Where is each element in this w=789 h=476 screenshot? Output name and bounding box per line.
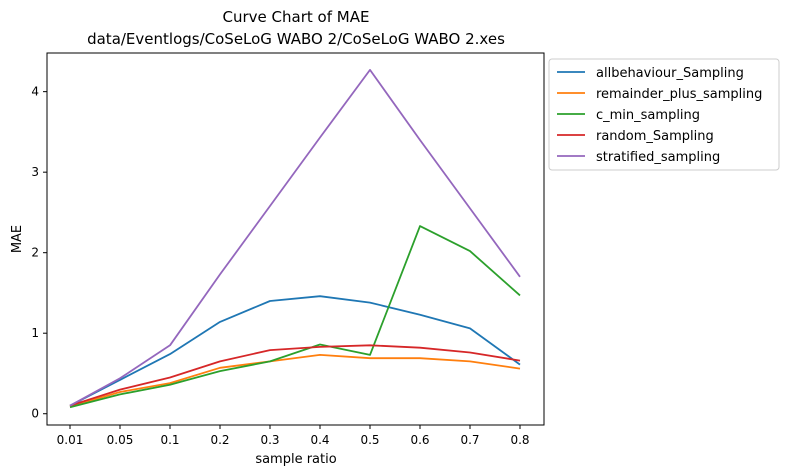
x-tick-label: 0.1 [160, 433, 179, 447]
y-axis-label: MAE [10, 225, 25, 253]
y-tick-label: 1 [31, 326, 39, 340]
y-tick-label: 4 [31, 85, 39, 99]
legend-box [548, 58, 780, 171]
plot-area [46, 52, 545, 426]
x-tick-label: 0.8 [510, 433, 529, 447]
x-tick-label: 0.05 [107, 433, 134, 447]
chart-title: Curve Chart of MAE [223, 8, 370, 26]
y-tick-label: 0 [31, 407, 39, 421]
series-lines [69, 69, 521, 409]
legend: allbehaviour_Sampling remainder_plus_samp… [548, 58, 780, 171]
chart-subtitle: data/Eventlogs/CoSeLoG WABO 2/CoSeLoG WA… [87, 30, 505, 48]
series-line-remainder-plus-sampling [69, 353, 521, 408]
x-tick-label: 0.6 [410, 433, 429, 447]
legend-entry-label: stratified_sampling [596, 150, 720, 165]
x-tick-label: 0.3 [260, 433, 279, 447]
legend-entry-label: allbehaviour_Sampling [596, 66, 744, 81]
x-axis-label: sample ratio [255, 452, 336, 467]
x-tick-label: 0.4 [310, 433, 329, 447]
x-tick-label: 0.7 [460, 433, 479, 447]
y-axis: 0 1 2 3 4 [31, 85, 47, 421]
x-tick-label: 0.2 [210, 433, 229, 447]
series-line-c-min-sampling [69, 225, 521, 409]
y-tick-label: 2 [31, 246, 39, 260]
series-line-stratified-sampling [69, 69, 521, 407]
x-axis: 0.01 0.05 0.1 0.2 0.3 0.4 0.5 0.6 0.7 0.8 [57, 425, 530, 447]
series-line-allbehaviour-sampling [69, 295, 521, 407]
x-tick-label: 0.5 [360, 433, 379, 447]
legend-entry-label: remainder_plus_sampling [596, 87, 762, 102]
x-tick-label: 0.01 [57, 433, 84, 447]
series-line-random-sampling [69, 344, 521, 407]
legend-entry-label: random_Sampling [596, 129, 714, 144]
legend-entry-label: c_min_sampling [596, 108, 700, 123]
y-tick-label: 3 [31, 165, 39, 179]
